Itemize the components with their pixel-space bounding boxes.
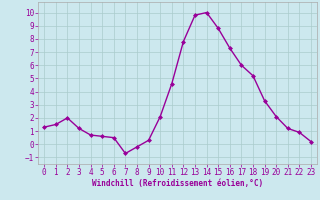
X-axis label: Windchill (Refroidissement éolien,°C): Windchill (Refroidissement éolien,°C) xyxy=(92,179,263,188)
